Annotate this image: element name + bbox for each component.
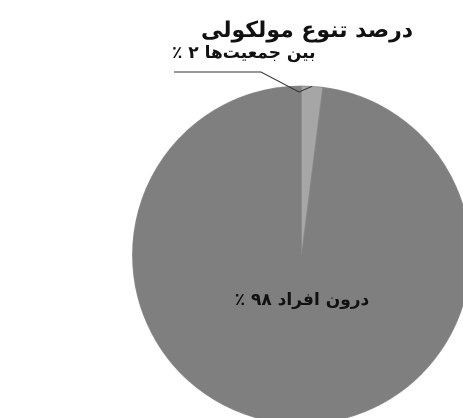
slice-label-within-individuals: درون افراد ۹۸ ٪ [235,290,370,310]
slice-leader-line-between-populations [174,71,313,93]
pie-slice-within-individuals [132,85,463,418]
slice-label-between-populations: بین جمعیت‌ها ۲ ٪ [172,43,316,63]
chart-title: درصد تنوع مولکولی [201,18,413,43]
